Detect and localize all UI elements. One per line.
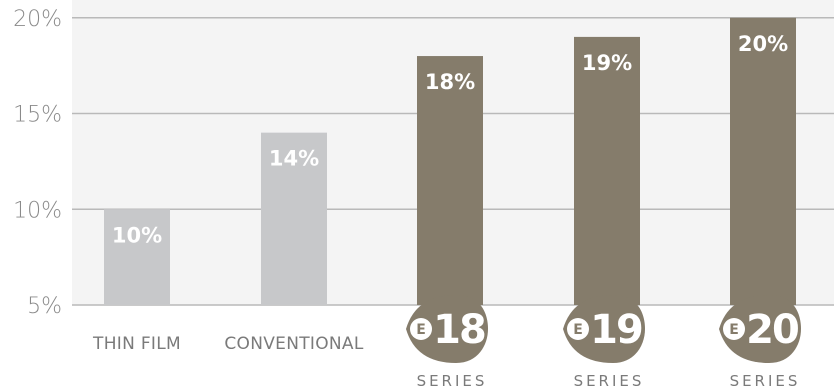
series-badge-number: 20 xyxy=(746,307,798,353)
bar xyxy=(417,56,483,305)
bars xyxy=(104,17,796,306)
series-badge: E 18 xyxy=(406,295,488,363)
series-badge-letter: E xyxy=(729,322,739,338)
bar-value-label: 14% xyxy=(269,147,319,171)
bar-value-labels: 10% 14% 18% 19% 20% xyxy=(112,32,788,248)
category-label: CONVENTIONAL xyxy=(224,334,363,354)
bar xyxy=(104,209,170,305)
category-label: SERIES xyxy=(417,372,488,388)
bar-value-label: 20% xyxy=(738,32,788,56)
category-label: SERIES xyxy=(730,372,801,388)
y-tick-label: 15% xyxy=(13,103,62,128)
bar-value-label: 18% xyxy=(425,70,475,94)
y-tick-label: 20% xyxy=(13,7,62,32)
series-badge-number: 19 xyxy=(590,307,642,353)
y-axis-ticks: 5% 10% 15% 20% xyxy=(13,7,62,319)
bar xyxy=(261,132,327,305)
series-badge: E 19 xyxy=(563,295,645,363)
series-badge-letter: E xyxy=(573,322,583,338)
series-badge-letter-circle xyxy=(567,318,589,340)
y-tick-label: 10% xyxy=(13,198,62,223)
bar xyxy=(730,17,796,305)
series-badge-number: 18 xyxy=(433,307,485,353)
series-badge: E 20 xyxy=(719,295,801,363)
series-badge-shape xyxy=(719,295,801,363)
series-badge-shape xyxy=(406,295,488,363)
series-badge-shape xyxy=(563,295,645,363)
bar-value-label: 19% xyxy=(582,51,632,75)
bar xyxy=(574,36,640,306)
category-label: THIN FILM xyxy=(92,334,181,354)
series-badge-letter-circle xyxy=(723,318,745,340)
series-badge-letter-circle xyxy=(410,318,432,340)
y-tick-label: 5% xyxy=(27,294,62,319)
category-label: SERIES xyxy=(574,372,645,388)
category-labels: THIN FILM CONVENTIONAL E 18 SERIES E 19 SERIES E… xyxy=(92,295,801,388)
series-badge-letter: E xyxy=(416,322,426,338)
bar-value-label: 10% xyxy=(112,223,162,247)
